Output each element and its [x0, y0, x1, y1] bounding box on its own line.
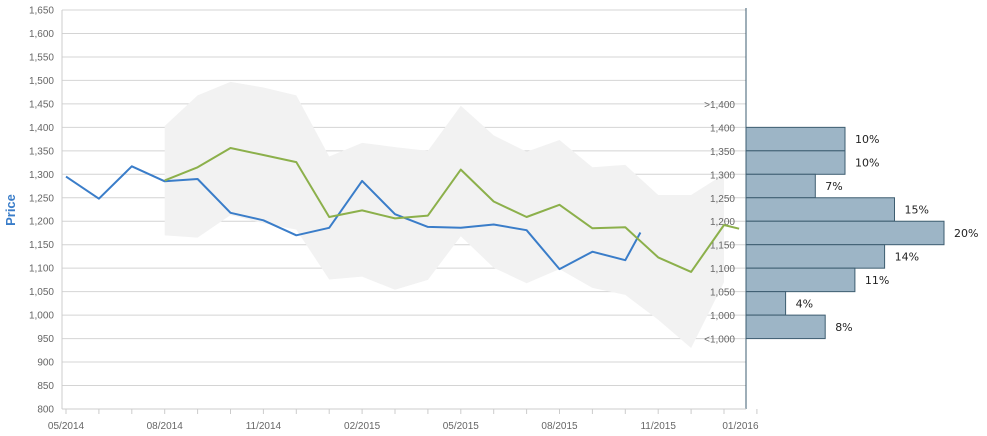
distribution-bin-label: <1,000 — [704, 335, 735, 346]
distribution-bar — [745, 150, 846, 175]
y-tick-label: 900 — [37, 358, 54, 369]
x-tick-label: 05/2014 — [48, 421, 85, 432]
distribution-bar-label: 7% — [825, 180, 842, 193]
distribution-bar-label: 14% — [895, 250, 919, 263]
distribution-bar-label: 20% — [954, 227, 978, 240]
y-tick-label: 1,400 — [29, 123, 54, 134]
y-tick-label: 1,100 — [29, 264, 54, 275]
y-tick-label: 1,450 — [29, 99, 54, 110]
y-tick-label: 1,200 — [29, 217, 54, 228]
distribution-bar — [745, 244, 886, 269]
series-line-1 — [65, 165, 642, 271]
distribution-bin-label: >1,400 — [704, 100, 735, 111]
y-axis-label: Price — [3, 194, 18, 226]
distribution-bar-label: 10% — [855, 157, 879, 170]
distribution-bin-label: 1,250 — [710, 194, 735, 205]
forecast-range-area — [164, 81, 724, 348]
distribution-bar — [745, 291, 787, 316]
distribution-bin-label: 1,150 — [710, 241, 735, 252]
distribution-bar — [745, 197, 895, 222]
y-tick-label: 1,000 — [29, 311, 54, 322]
distribution-bar — [745, 220, 945, 246]
y-tick-label: 950 — [37, 334, 54, 345]
axis-labels: Price — [3, 194, 18, 226]
y-tick-label: 1,650 — [29, 6, 54, 17]
axes: 800 850 900 950 1,000 1,050 1,100 1,150 1,200 1,2… — [29, 6, 759, 433]
y-tick-label: 1,300 — [29, 170, 54, 181]
y-tick-label: 1,250 — [29, 193, 54, 204]
distribution-bar-label: 4% — [796, 297, 813, 310]
y-tick-label: 1,600 — [29, 29, 54, 40]
y-tick-label: 1,500 — [29, 76, 54, 87]
distribution-bar — [745, 126, 846, 152]
y-tick-label: 800 — [37, 405, 54, 416]
series-lines — [65, 147, 740, 273]
forecast-band — [164, 81, 724, 348]
distribution-bar — [745, 173, 816, 199]
x-tick-label: 11/2015 — [640, 421, 676, 432]
distribution-bin-label: 1,200 — [710, 217, 735, 228]
distribution-bin-label: 1,300 — [710, 170, 735, 181]
x-tick-label: 08/2015 — [541, 421, 578, 432]
distribution-bar-label: 11% — [865, 274, 889, 287]
y-tick-label: 1,550 — [29, 52, 54, 63]
distribution-bar-label: 15% — [905, 204, 929, 217]
x-tick-label: 02/2015 — [344, 421, 381, 432]
x-tick-label: 08/2014 — [147, 421, 184, 432]
distribution-bar-label: 10% — [855, 133, 879, 146]
distribution-bar — [745, 267, 856, 293]
distribution-bin-label: 1,400 — [710, 123, 735, 134]
distribution-bin-label: 1,000 — [710, 311, 735, 322]
x-tick-label: 05/2015 — [443, 421, 480, 432]
y-tick-label: 1,350 — [29, 146, 54, 157]
x-tick-label: 01/2016 — [722, 421, 759, 432]
distribution-bar-label: 8% — [835, 321, 852, 334]
distribution-bars: >1,400 1,400 10% 1,350 10% 1,300 7% 1,250 15% 1,2… — [704, 100, 978, 346]
y-tick-label: 1,150 — [29, 240, 54, 251]
distribution-bin-label: 1,100 — [710, 264, 735, 275]
distribution-bin-label: 1,350 — [710, 147, 735, 158]
x-tick-label: 11/2014 — [246, 421, 282, 432]
distribution-bar — [745, 314, 826, 340]
y-tick-label: 1,050 — [29, 287, 54, 298]
distribution-bin-label: 1,050 — [710, 288, 735, 299]
y-tick-label: 850 — [37, 381, 54, 392]
series-line-2 — [164, 147, 740, 273]
